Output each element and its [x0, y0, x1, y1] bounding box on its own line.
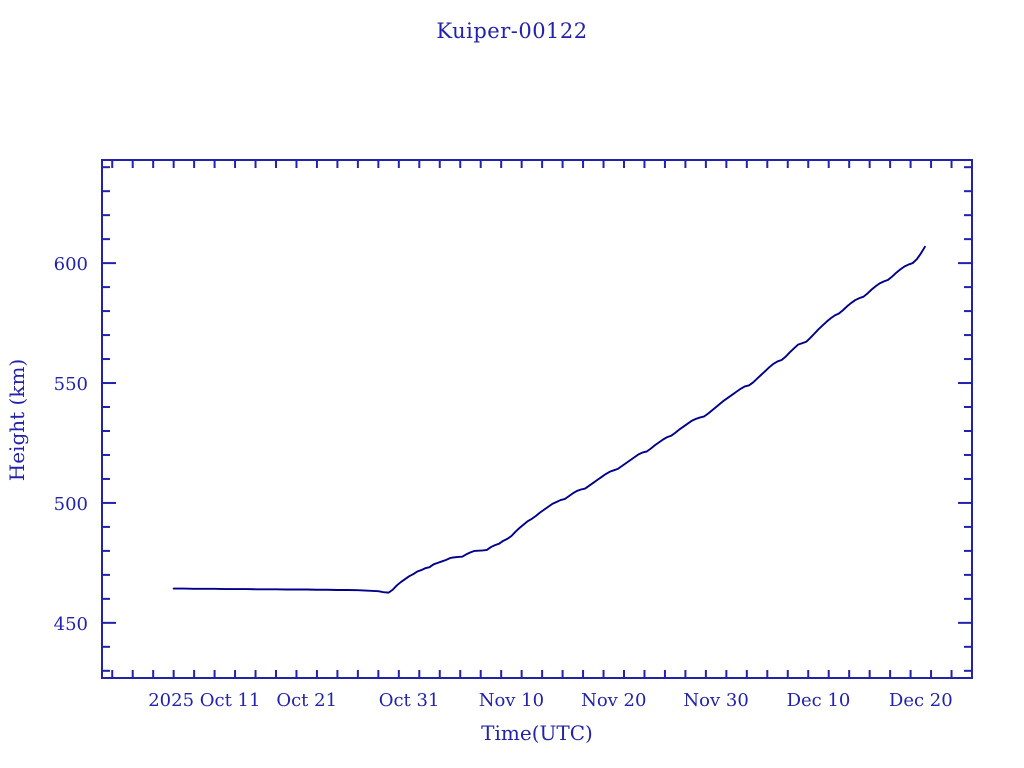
x-axis-tick-labels: 2025 Oct 11 Oct 21 Oct 31 Nov 10 Nov 20 Nov 3… — [148, 690, 952, 711]
y-axis-tick-label: 500 — [54, 494, 88, 515]
x-axis-tick-label: Oct 21 — [276, 690, 337, 711]
y-axis-tick-labels: 450 500 550 600 — [54, 254, 88, 635]
data-series-group — [172, 245, 926, 594]
x-axis-tick-label: 2025 Oct 11 — [148, 690, 260, 711]
x-axis-ticks — [111, 160, 973, 678]
y-axis-title: Height (km) — [5, 359, 29, 481]
y-axis-tick-label: 600 — [54, 254, 88, 275]
x-axis-tick-label: Dec 20 — [889, 690, 953, 711]
x-axis-tick-label: Nov 30 — [683, 690, 748, 711]
series-line-height — [172, 245, 926, 594]
y-axis-ticks — [102, 166, 972, 672]
x-axis-tick-label: Oct 31 — [379, 690, 440, 711]
x-axis-title: Time(UTC) — [481, 721, 593, 745]
plot-frame — [101, 159, 973, 679]
x-axis-tick-label: Nov 10 — [479, 690, 544, 711]
y-axis-tick-label: 550 — [54, 374, 88, 395]
x-axis-tick-label: Nov 20 — [581, 690, 646, 711]
y-axis-tick-label: 450 — [54, 614, 88, 635]
axis-frame-rect — [101, 159, 973, 679]
x-axis-tick-label: Dec 10 — [787, 690, 851, 711]
chart-title: Kuiper-00122 — [436, 19, 587, 43]
